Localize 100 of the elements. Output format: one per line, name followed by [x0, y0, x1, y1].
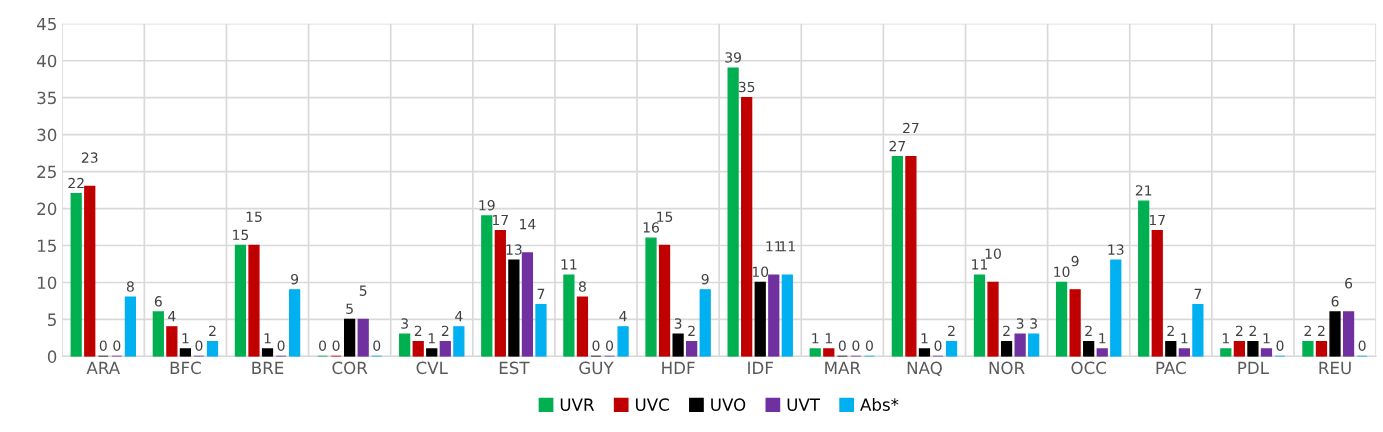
data-label: 1 [1099, 333, 1106, 344]
data-label: 2 [1249, 325, 1256, 336]
y-tick-label: 45 [36, 17, 56, 31]
data-label: 39 [725, 52, 741, 63]
data-label: 0 [195, 340, 203, 351]
data-label: 35 [738, 81, 755, 93]
data-label: 10 [1054, 266, 1070, 278]
data-label: 11 [766, 241, 782, 252]
data-label: 1 [182, 333, 189, 344]
legend-label: UVC [635, 398, 669, 411]
y-tick-label: 0 [47, 350, 57, 363]
y-tick-label: 15 [38, 239, 56, 253]
x-tick-label: COR [332, 361, 368, 375]
data-label: 1 [264, 333, 271, 344]
data-label: 14 [520, 219, 536, 230]
legend-label: UVO [711, 398, 746, 411]
data-label: 27 [889, 140, 905, 152]
data-label: 0 [99, 340, 107, 351]
data-label: 3 [1016, 318, 1024, 329]
data-label: 9 [701, 273, 709, 285]
data-label: 0 [865, 340, 873, 351]
data-label: 15 [233, 229, 249, 241]
y-tick-label: 30 [37, 128, 57, 142]
data-label: 2 [1003, 325, 1010, 336]
data-label: 6 [1331, 296, 1339, 307]
x-tick-label: REU [1319, 361, 1351, 375]
data-label: 9 [1071, 255, 1079, 267]
data-label: 0 [592, 340, 600, 351]
data-label: 15 [246, 211, 262, 222]
legend-label: Abs* [860, 398, 899, 411]
data-label: 0 [373, 340, 381, 351]
data-label: 6 [154, 296, 162, 307]
data-label: 2 [948, 325, 955, 336]
data-label: 21 [1135, 185, 1152, 196]
data-label: 0 [113, 340, 121, 351]
data-label: 11 [561, 259, 577, 270]
data-label: 0 [606, 340, 614, 351]
data-label: 11 [780, 241, 795, 252]
x-tick-label: OCC [1071, 361, 1106, 375]
data-label: 6 [1345, 278, 1353, 289]
data-label: 2 [1304, 325, 1311, 336]
data-label: 2 [1235, 325, 1243, 336]
data-label: 1 [825, 333, 832, 344]
data-label: 10 [985, 248, 1001, 259]
x-tick-label: ARA [86, 361, 121, 374]
data-label: 19 [479, 199, 495, 211]
data-label: 2 [441, 325, 449, 336]
data-label: 5 [359, 285, 367, 296]
data-label: 16 [643, 222, 659, 233]
data-label: 1 [1181, 333, 1188, 344]
data-label: 15 [657, 211, 673, 222]
data-label: 11 [972, 259, 988, 270]
x-tick-label: GUY [579, 361, 614, 375]
data-label: 4 [455, 311, 463, 322]
data-label: 1 [1263, 333, 1270, 344]
data-label: 13 [506, 244, 522, 255]
y-tick-label: 40 [36, 54, 57, 68]
data-label: 27 [903, 122, 919, 134]
data-label: 23 [81, 152, 98, 163]
x-tick-label: EST [499, 361, 530, 375]
data-label: 2 [1318, 325, 1325, 336]
y-tick-label: 20 [37, 202, 57, 216]
data-label: 0 [934, 340, 942, 351]
data-label: 1 [1222, 333, 1229, 344]
y-tick-label: 5 [48, 313, 56, 327]
data-label: 2 [1085, 325, 1092, 336]
data-label: 7 [1194, 288, 1202, 299]
data-label: 3 [674, 318, 682, 329]
data-label: 2 [1167, 325, 1174, 336]
data-label: 1 [812, 333, 819, 344]
x-tick-label: BRE [252, 361, 284, 374]
data-label: 8 [578, 281, 586, 292]
data-label: 22 [68, 177, 84, 189]
legend-label: UVT [787, 398, 821, 411]
x-tick-label: BFC [170, 361, 201, 375]
data-label: 4 [168, 311, 176, 322]
x-tick-label: PAC [1156, 361, 1186, 375]
data-label: 2 [414, 325, 422, 336]
data-label: 8 [126, 281, 134, 292]
data-label: 9 [291, 273, 299, 285]
data-label: 2 [688, 325, 695, 336]
data-label: 10 [752, 266, 769, 278]
data-label: 4 [619, 311, 627, 322]
x-tick-label: CVL [416, 361, 448, 375]
y-tick-label: 10 [38, 276, 57, 290]
data-label: 0 [852, 340, 860, 351]
legend-label: UVR [560, 398, 595, 411]
data-label: 13 [1108, 244, 1124, 255]
data-label: 3 [401, 318, 408, 329]
x-tick-label: NAQ [907, 361, 942, 377]
data-label: 2 [209, 325, 216, 336]
data-label: 17 [1149, 214, 1165, 226]
y-tick-label: 35 [37, 91, 56, 105]
data-label: 0 [1276, 340, 1284, 351]
data-label: 1 [921, 333, 928, 344]
data-label: 7 [537, 288, 545, 299]
x-tick-label: NOR [989, 361, 1025, 375]
data-label: 3 [1030, 318, 1037, 329]
data-label: 5 [346, 303, 353, 314]
data-label: 0 [838, 340, 846, 351]
